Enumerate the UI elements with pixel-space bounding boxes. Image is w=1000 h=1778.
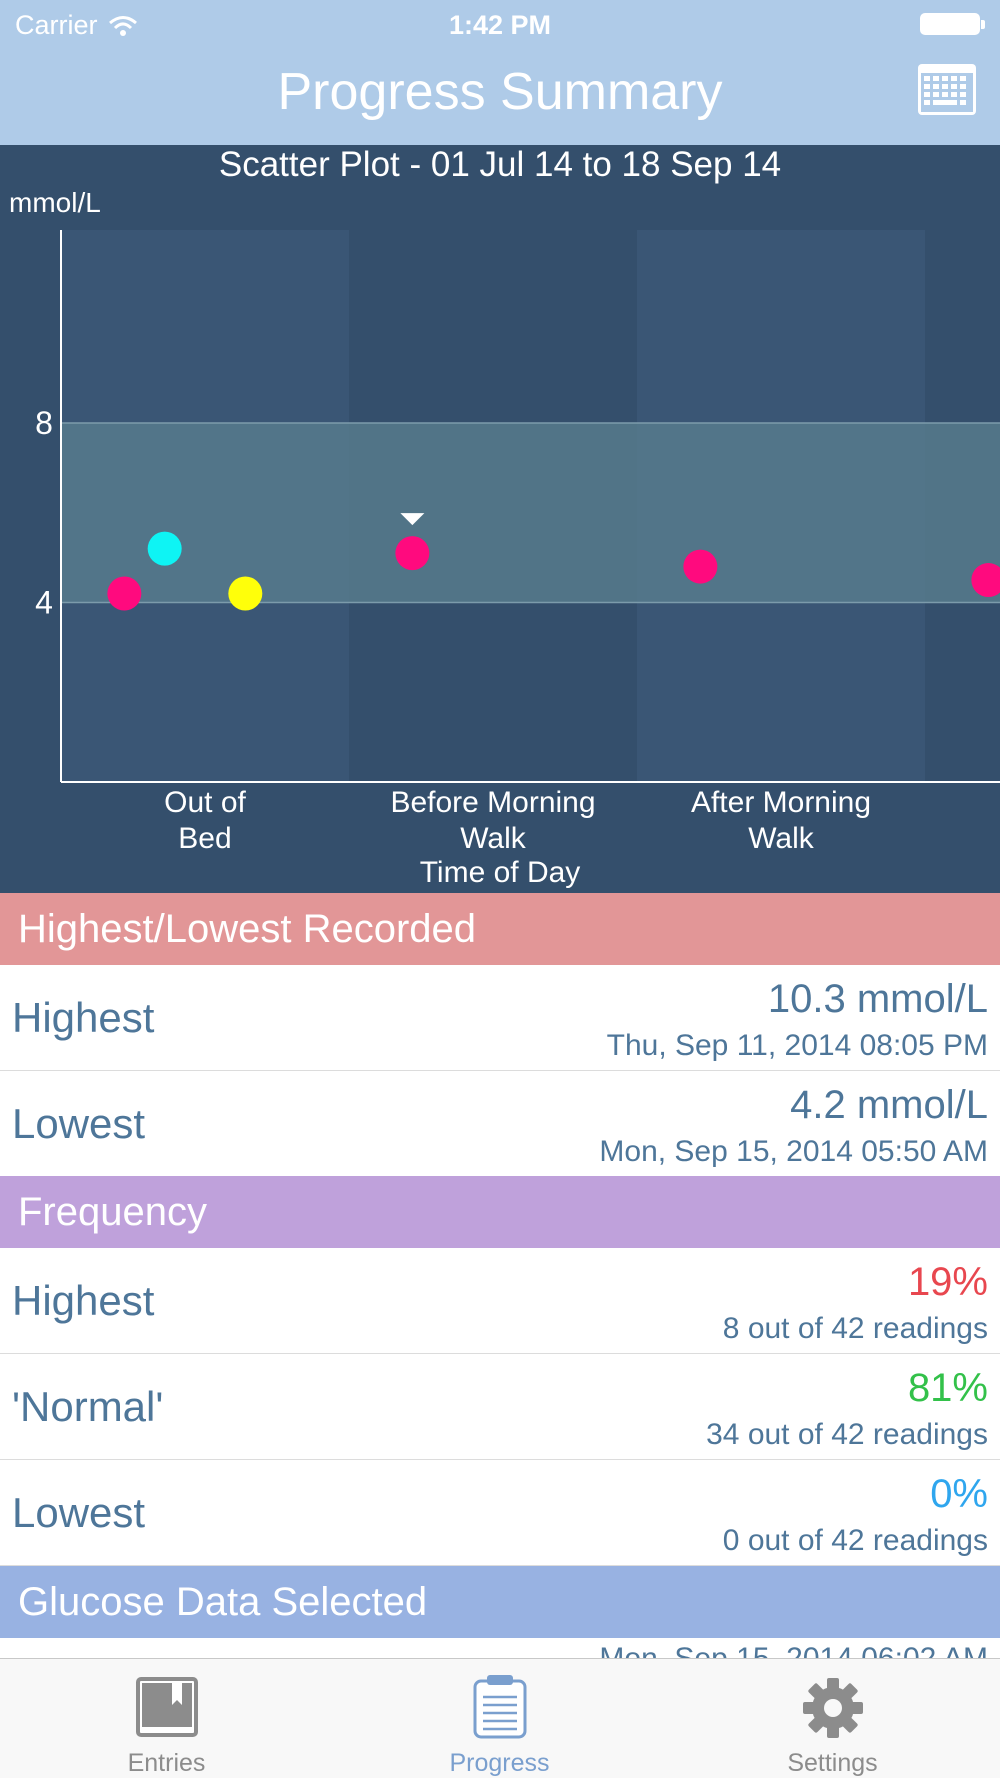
x-tick-label: Before Morning Walk [390,786,595,855]
row-lowest-recorded[interactable]: Lowest 4.2 mmol/L Mon, Sep 15, 2014 05:5… [0,1071,1000,1177]
section-header-frequency: Frequency [0,1176,1000,1248]
tab-label: Entries [127,1749,206,1777]
row-frequency-normal[interactable]: 'Normal' 81% 34 out of 42 readings [0,1354,1000,1460]
data-point[interactable] [147,531,182,566]
row-date: Thu, Sep 11, 2014 08:05 PM [606,1029,988,1062]
y-tick-label: 8 [35,405,53,441]
battery-icon [920,13,985,35]
row-label: Lowest [12,1489,146,1536]
status-carrier: Carrier [15,10,138,41]
book-icon [136,1677,198,1737]
calendar-keyboard-icon[interactable] [916,62,978,117]
row-highest-recorded[interactable]: Highest 10.3 mmol/L Thu, Sep 11, 2014 08… [0,965,1000,1071]
wifi-icon [108,15,137,36]
row-label: 'Normal' [12,1383,164,1430]
x-axis-label: Time of Day [420,856,581,889]
row-frequency-lowest[interactable]: Lowest 0% 0 out of 42 readings [0,1460,1000,1566]
carrier-label: Carrier [15,10,98,40]
y-axis-label: mmol/L [9,187,101,218]
status-time: 1:42 PM [448,10,552,40]
target-range-band [61,422,1000,603]
tab-label: Progress [449,1749,550,1777]
clipboard-icon [473,1675,527,1739]
tab-label: Settings [787,1749,878,1777]
tab-bar: Entries Progress [0,1658,1000,1778]
data-point[interactable] [683,549,718,584]
data-point[interactable] [107,576,142,611]
row-date: Mon, Sep 15, 2014 05:50 AM [599,1135,988,1168]
navigation-bar: Carrier 1:42 PM Progress Summary [0,0,1000,145]
chart-title: Scatter Plot - 01 Jul 14 to 18 Sep 14 [219,145,781,184]
page-title: Progress Summary [277,63,723,121]
selected-data-point[interactable] [395,536,430,571]
row-detail: 0 out of 42 readings [722,1524,988,1557]
row-value: 4.2 mmol/L [790,1083,988,1127]
row-label: Highest [12,994,155,1041]
y-tick-label: 4 [35,584,53,620]
scatter-plot-svg[interactable]: Scatter Plot - 01 Jul 14 to 18 Sep 14 mm… [0,145,1000,893]
section-header-highest-lowest: Highest/Lowest Recorded [0,893,1000,965]
row-percent: 0% [930,1472,988,1516]
row-percent: 81% [907,1366,988,1410]
data-point[interactable] [228,576,263,611]
row-percent: 19% [907,1260,988,1304]
row-detail: 8 out of 42 readings [722,1312,988,1345]
row-frequency-highest[interactable]: Highest 19% 8 out of 42 readings [0,1248,1000,1354]
data-point[interactable] [971,563,1000,598]
section-header-glucose-selected: Glucose Data Selected [0,1566,1000,1638]
tab-entries[interactable]: Entries [0,1659,333,1778]
selection-marker-icon [400,513,425,526]
x-tick-label: After Morning Walk [691,786,871,855]
scatter-chart[interactable]: Scatter Plot - 01 Jul 14 to 18 Sep 14 mm… [0,145,1000,893]
row-label: Lowest [12,1100,146,1147]
row-label: Highest [12,1277,155,1324]
tab-settings[interactable]: Settings [666,1659,999,1778]
x-tick-label: Out of Bed [164,786,246,855]
row-value: 10.3 mmol/L [767,977,988,1021]
row-detail: 34 out of 42 readings [706,1418,988,1451]
tab-progress[interactable]: Progress [333,1659,666,1778]
gear-icon [803,1678,863,1738]
